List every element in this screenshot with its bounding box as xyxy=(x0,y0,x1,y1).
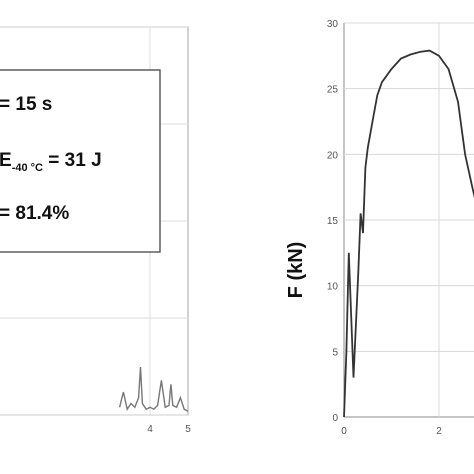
annotation-energy: E-40 °C = 31 J xyxy=(0,150,102,174)
annotation-percent: = 81.4% xyxy=(0,203,69,224)
right-y-axis-label: F (kN) xyxy=(285,242,307,299)
annotation-energy-symbol: E xyxy=(0,150,12,171)
right-y-tick-label: 0 xyxy=(332,413,338,424)
right-y-ticks: 0 5 10 15 20 25 30 xyxy=(327,19,339,424)
right-x-tick-label: 0 xyxy=(341,426,347,437)
right-y-tick-label: 20 xyxy=(327,150,339,161)
right-y-tick-label: 30 xyxy=(327,19,339,30)
right-y-tick-label: 25 xyxy=(327,85,339,96)
annotation-box xyxy=(0,69,161,253)
right-x-ticks: 024 xyxy=(341,426,442,437)
annotation-energy-value: = 31 J xyxy=(43,150,102,171)
right-y-tick-label: 15 xyxy=(327,216,339,227)
annotation-time: = 15 s xyxy=(0,94,52,115)
annotation-energy-subscript: -40 °C xyxy=(12,162,43,174)
right-grid xyxy=(344,22,474,417)
right-x-tick-label: 2 xyxy=(436,426,442,437)
right-series-line xyxy=(343,49,474,418)
right-y-tick-label: 5 xyxy=(332,347,338,358)
left-series-line xyxy=(118,366,189,412)
left-x-tick-label: 4 xyxy=(147,424,153,435)
left-x-tick-label: 5 xyxy=(185,424,191,435)
right-y-tick-label: 10 xyxy=(327,282,339,293)
